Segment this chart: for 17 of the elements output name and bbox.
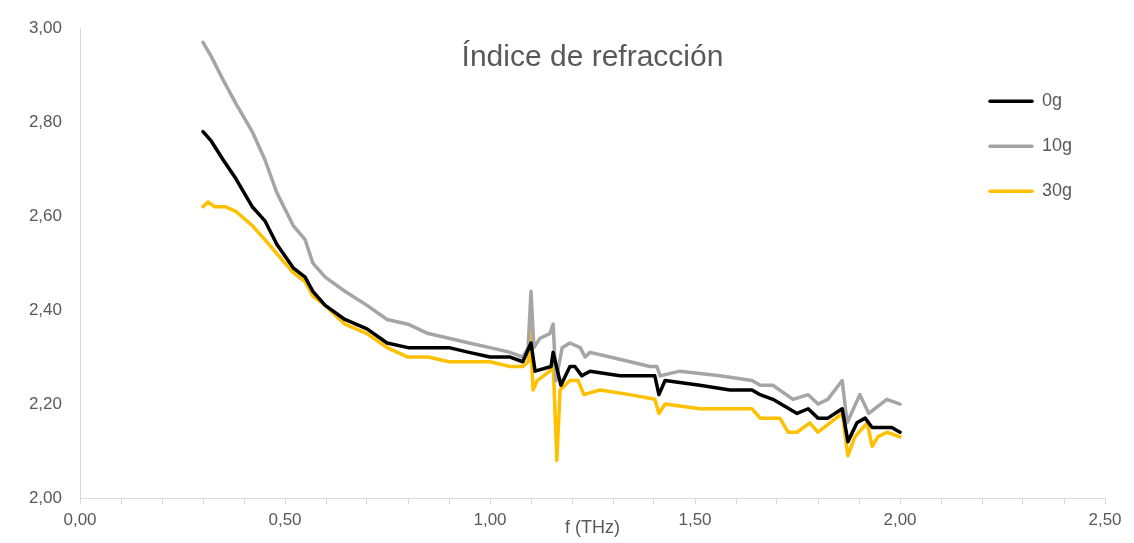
x-axis-title: f (THz) (565, 516, 620, 537)
x-tick-label: 2,00 (883, 509, 917, 529)
legend-label: 30g (1042, 180, 1073, 201)
x-tick-label: 0,00 (63, 509, 97, 529)
y-tick-label: 2,40 (28, 299, 62, 319)
x-tick-label: 1,50 (678, 509, 712, 529)
x-tick-label: 1,00 (473, 509, 507, 529)
y-tick-label: 2,80 (28, 111, 62, 131)
chart-title: Índice de refracción (461, 39, 724, 73)
x-tick-label: 2,50 (1088, 509, 1122, 529)
y-tick-label: 2,60 (28, 205, 62, 225)
legend-label: 10g (1042, 135, 1073, 156)
x-tick-label: 0,50 (268, 509, 302, 529)
y-tick-label: 2,20 (28, 393, 62, 413)
legend-label: 0g (1042, 90, 1063, 111)
y-tick-label: 3,00 (28, 17, 62, 37)
y-tick-label: 2,00 (28, 487, 62, 507)
